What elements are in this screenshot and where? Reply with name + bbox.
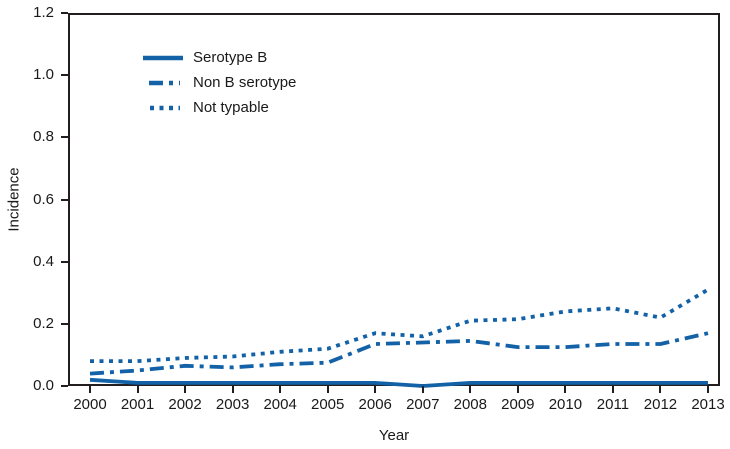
x-tick <box>469 386 472 393</box>
y-tick-label: 0.4 <box>33 252 54 270</box>
x-tick-label: 2009 <box>501 396 535 413</box>
y-tick <box>61 198 68 201</box>
x-tick <box>421 386 424 393</box>
data-series-lines <box>89 287 709 388</box>
x-tick-label: 2001 <box>120 396 155 413</box>
x-tick-label: 2006 <box>358 396 392 413</box>
y-tick <box>61 385 68 387</box>
x-tick-label: 2002 <box>168 396 202 413</box>
legend-label: Serotype B <box>193 49 268 66</box>
x-tick <box>707 386 709 393</box>
y-tick <box>61 260 68 263</box>
x-tick-label: 2010 <box>548 396 583 413</box>
plot-area <box>68 13 720 386</box>
y-tick-label: 0.6 <box>33 190 54 208</box>
x-tick <box>136 386 139 393</box>
y-tick <box>61 136 68 139</box>
legend-label: Non B serotype <box>193 74 297 91</box>
x-tick-label: 2004 <box>263 396 297 413</box>
legend-item-serotype-b: Serotype B <box>143 45 296 70</box>
y-tick-label: 0.2 <box>33 314 54 332</box>
y-tick-label: 0.0 <box>33 377 54 394</box>
series-line-serotype-b <box>89 377 708 388</box>
x-tick <box>326 386 329 393</box>
y-tick-label: 1.0 <box>33 66 54 84</box>
x-tick <box>516 386 519 393</box>
x-tick-label: 2008 <box>453 396 487 413</box>
legend-dotted-line-icon <box>150 105 180 110</box>
series-line-non-b-serotype <box>89 331 709 376</box>
y-tick <box>61 322 68 325</box>
x-tick-label: 2003 <box>215 396 250 413</box>
x-tick <box>374 386 377 393</box>
x-tick <box>89 386 91 393</box>
x-tick-label: 2005 <box>311 396 345 413</box>
x-axis-title: Year <box>378 427 410 444</box>
x-tick <box>231 386 234 393</box>
legend-dash-dot-line-icon <box>149 80 180 85</box>
legend: Serotype B Non B serotype Not typable <box>143 45 296 120</box>
x-tick-label: 2000 <box>73 396 107 413</box>
x-tick <box>564 386 567 393</box>
x-tick-label: 2011 <box>596 396 630 413</box>
y-tick <box>61 12 68 14</box>
legend-item-not-typable: Not typable <box>143 95 296 120</box>
legend-item-non-b-serotype: Non B serotype <box>143 70 296 95</box>
y-tick-label: 0.8 <box>33 128 54 146</box>
x-tick <box>279 386 282 393</box>
legend-label: Not typable <box>193 99 269 116</box>
x-tick <box>184 386 187 393</box>
y-tick-label: 1.2 <box>33 4 54 21</box>
y-tick <box>61 74 68 77</box>
x-tick <box>611 386 614 393</box>
x-tick <box>659 386 662 393</box>
x-tick-label: 2013 <box>691 396 725 413</box>
series-line-not-typable <box>90 287 709 364</box>
y-axis-title: Incidence <box>5 167 23 232</box>
legend-solid-line-icon <box>143 55 183 60</box>
x-tick-label: 2007 <box>406 396 440 413</box>
x-tick-label: 2012 <box>643 396 678 413</box>
